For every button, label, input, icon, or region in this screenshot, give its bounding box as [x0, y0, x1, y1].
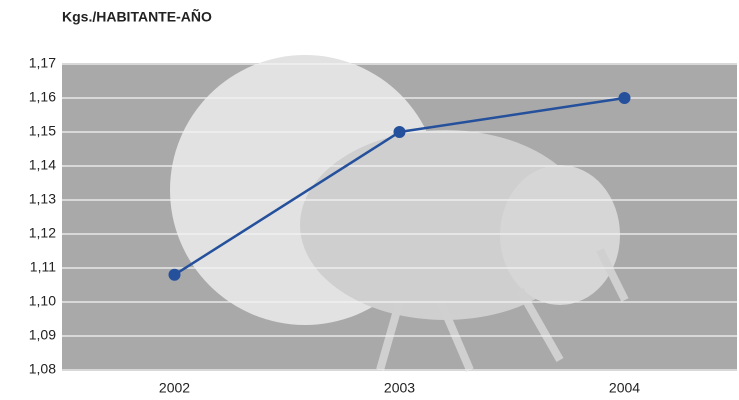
y-tick-label: 1,08 [29, 361, 56, 377]
chart-title: Kgs./HABITANTE-AÑO [62, 8, 212, 25]
y-tick-label: 1,15 [29, 123, 56, 139]
y-tick-label: 1,16 [29, 89, 56, 105]
y-tick-label: 1,10 [29, 293, 56, 309]
point [393, 126, 406, 138]
y-tick-label: 1,09 [29, 327, 56, 343]
x-tick-label: 2004 [609, 380, 640, 396]
point [168, 268, 181, 281]
y-tick-label: 1,14 [29, 157, 56, 173]
decoration [170, 55, 629, 372]
y-tick-label: 1,12 [29, 225, 56, 241]
x-tick-label: 2003 [384, 380, 415, 396]
x-tick-label: 2002 [159, 380, 190, 396]
y-tick-label: 1,11 [30, 259, 56, 275]
point [618, 92, 631, 104]
y-tick-label: 1,13 [29, 191, 56, 207]
y-tick-label: 1,17 [29, 55, 56, 71]
